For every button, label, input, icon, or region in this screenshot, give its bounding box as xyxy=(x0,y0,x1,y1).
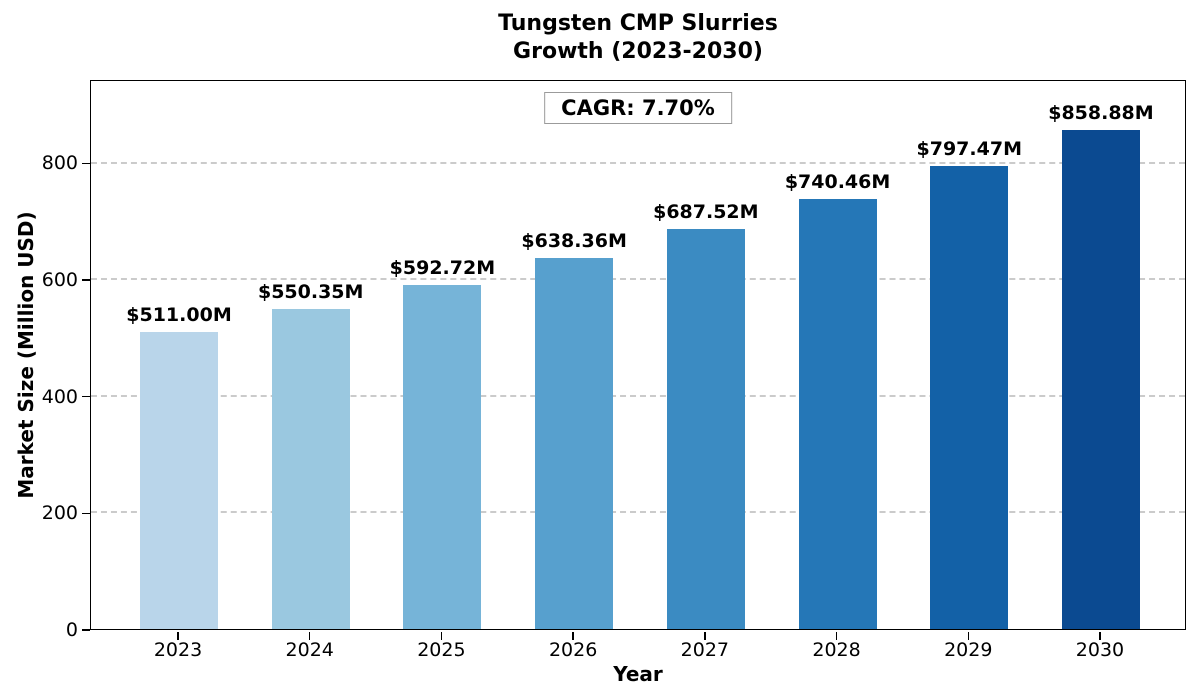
chart-title-line-1: Tungsten CMP Slurries xyxy=(498,11,778,36)
bar-2029 xyxy=(930,165,1009,629)
y-axis-label: Market Size (Million USD) xyxy=(14,211,38,499)
x-tick-label-2025: 2025 xyxy=(417,639,466,661)
bar-2027 xyxy=(666,229,745,629)
bar-2024 xyxy=(271,309,350,629)
y-tick-label-600: 600 xyxy=(41,269,78,292)
x-tick-mark-2024 xyxy=(308,631,311,640)
bar-2023 xyxy=(140,332,218,629)
bar-2028 xyxy=(798,198,877,629)
x-tick-label-2030: 2030 xyxy=(1075,639,1125,661)
x-tick-label-2024: 2024 xyxy=(285,639,334,661)
x-tick-mark-2025 xyxy=(440,631,443,640)
y-tick-mark-0 xyxy=(82,629,90,631)
bar-value-label-2030: $858.88M xyxy=(1048,101,1154,124)
y-tick-mark-600 xyxy=(82,279,90,281)
y-tick-mark-400 xyxy=(82,395,90,398)
x-tick-mark-2029 xyxy=(967,631,969,640)
x-tick-label-2028: 2028 xyxy=(812,639,861,661)
chart-title: Tungsten CMP Slurries Growth (2023-2030) xyxy=(90,10,1186,66)
gridline-400 xyxy=(91,394,1185,397)
chart-title-line-2: Growth (2023-2030) xyxy=(513,39,763,64)
bar-value-label-2027: $687.52M xyxy=(653,201,759,224)
x-tick-mark-2027 xyxy=(704,631,706,640)
gridline-600 xyxy=(91,278,1185,281)
plot-area: $511.00M $550.35M $592.72M $638.36M $687.52M… xyxy=(90,80,1186,630)
x-tick-label-2027: 2027 xyxy=(680,639,729,661)
y-tick-label-800: 800 xyxy=(41,152,78,175)
bar-value-label-2028: $740.46M xyxy=(784,170,891,193)
bar-value-label-2025: $592.72M xyxy=(389,256,496,279)
x-tick-mark-2030 xyxy=(1099,631,1101,640)
y-tick-label-400: 400 xyxy=(41,385,78,408)
x-tick-mark-2023 xyxy=(177,631,179,640)
bar-2026 xyxy=(535,258,614,629)
y-tick-label-0: 0 xyxy=(65,619,78,641)
x-axis-label: Year xyxy=(613,662,663,686)
x-tick-mark-2026 xyxy=(572,631,574,640)
y-tick-mark-800 xyxy=(82,162,90,165)
bar-2025 xyxy=(403,284,482,629)
x-tick-label-2026: 2026 xyxy=(548,639,598,661)
bar-value-label-2029: $797.47M xyxy=(916,137,1022,160)
x-tick-label-2029: 2029 xyxy=(944,639,993,661)
bar-2030 xyxy=(1061,129,1140,629)
y-tick-label-200: 200 xyxy=(41,502,78,525)
x-tick-label-2023: 2023 xyxy=(153,639,203,661)
gridline-200 xyxy=(91,510,1185,513)
gridline-800 xyxy=(91,162,1185,165)
y-tick-mark-200 xyxy=(82,512,90,515)
x-tick-mark-2028 xyxy=(835,631,838,640)
bar-value-label-2026: $638.36M xyxy=(521,230,627,253)
bar-value-label-2023: $511.00M xyxy=(126,304,232,327)
bar-value-label-2024: $550.35M xyxy=(257,281,364,304)
cagr-annotation: CAGR: 7.70% xyxy=(544,92,732,124)
